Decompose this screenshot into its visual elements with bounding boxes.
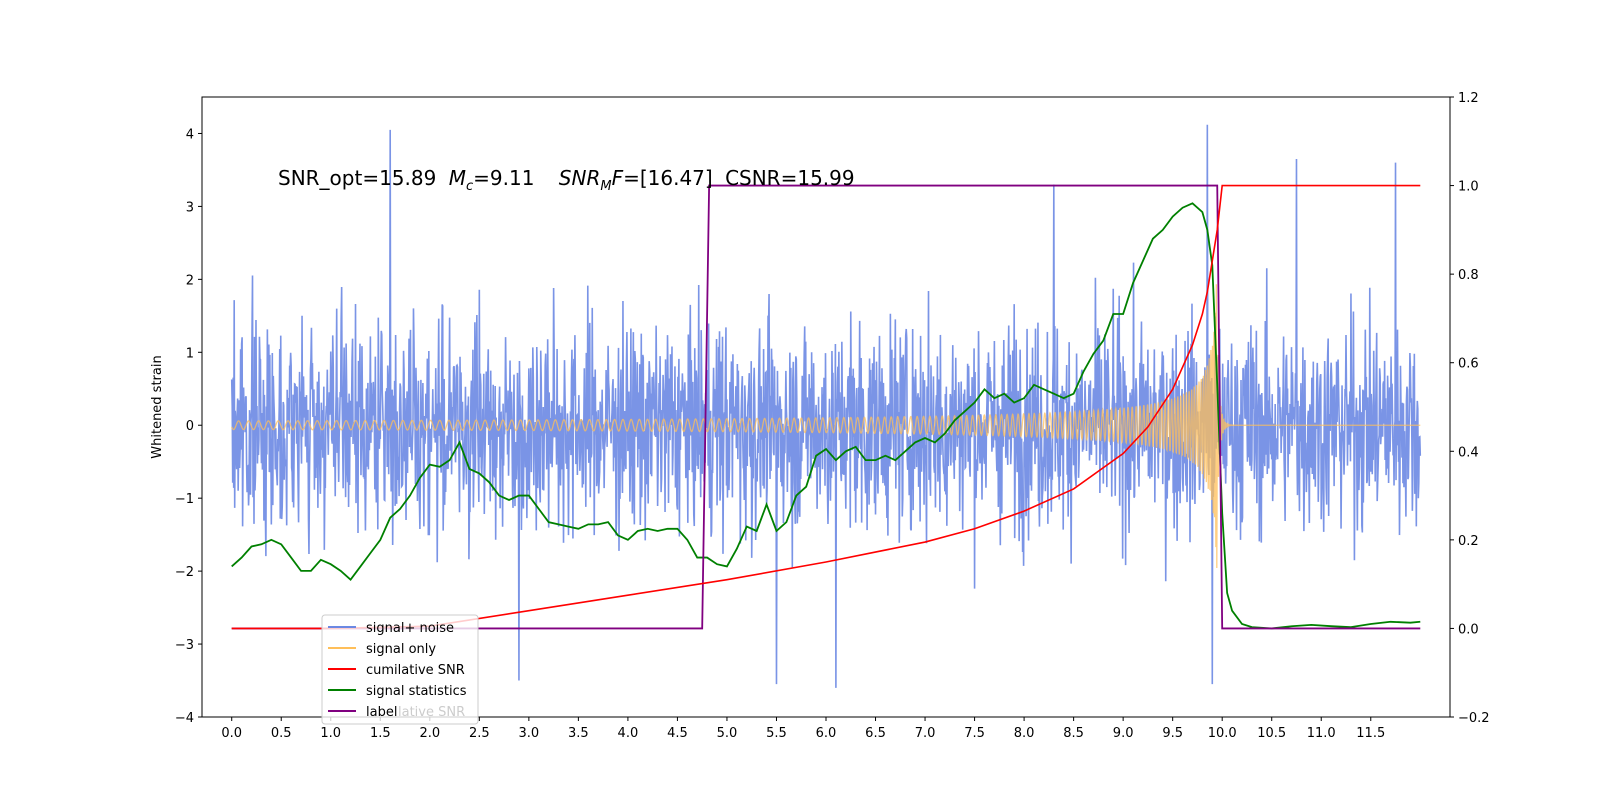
y-tick-label-4: 0 bbox=[186, 419, 194, 434]
x-tick-label-22: 11.0 bbox=[1307, 726, 1336, 741]
annotation-snrmf-subscript: M bbox=[600, 179, 611, 194]
x-tick-label-16: 8.0 bbox=[1014, 726, 1035, 741]
cumulative-snr-series bbox=[231, 184, 1421, 630]
x-tick-label-17: 8.5 bbox=[1063, 726, 1084, 741]
x-axis-ticks: 0.0 0.5 1.0 1.5 2.0 2.5 3.0 3.5 4.0 4.5 5.0 5.5 6.0 6… bbox=[221, 717, 1385, 741]
x-tick-label-23: 11.5 bbox=[1356, 726, 1385, 741]
legend-label-2: cumilative SNR bbox=[366, 663, 465, 678]
legend-label-0: signal+ noise bbox=[366, 621, 454, 636]
y-tick-label-7: −3 bbox=[175, 638, 194, 653]
label-series bbox=[231, 184, 1421, 630]
x-tick-label-14: 7.0 bbox=[915, 726, 936, 741]
x-tick-label-11: 5.5 bbox=[766, 726, 787, 741]
annotation-snrmf-symbol: SNR bbox=[559, 166, 601, 190]
x-tick-label-20: 10.0 bbox=[1208, 726, 1237, 741]
annotation-mc-subscript: c bbox=[466, 179, 473, 194]
x-tick-label-7: 3.5 bbox=[568, 726, 589, 741]
x-tick-label-21: 10.5 bbox=[1257, 726, 1286, 741]
y-tick-label-0: 4 bbox=[186, 127, 194, 142]
x-tick-label-6: 3.0 bbox=[519, 726, 540, 741]
y2-tick-label-3: 0.6 bbox=[1458, 357, 1479, 372]
signal-only-line bbox=[231, 284, 1421, 569]
y2-tick-label-5: 0.2 bbox=[1458, 534, 1479, 549]
label-line bbox=[231, 184, 1421, 630]
y2-tick-label-6: 0.0 bbox=[1458, 622, 1479, 637]
x-tick-label-8: 4.0 bbox=[618, 726, 639, 741]
x-tick-label-4: 2.0 bbox=[419, 726, 440, 741]
legend-label-4: label bbox=[366, 705, 397, 720]
annotation-mc-value: =9.11 bbox=[473, 166, 534, 190]
annotation-mc-symbol: M bbox=[449, 166, 466, 190]
signal-statistics-series bbox=[231, 202, 1421, 630]
annotation-csnr: CSNR=15.99 bbox=[725, 166, 855, 190]
annotation-snrmf-value: =[16.47] bbox=[623, 166, 713, 190]
x-tick-label-19: 9.5 bbox=[1162, 726, 1183, 741]
legend-ghost-text: lative SNR bbox=[398, 705, 465, 720]
y-axis-label: Whitened strain bbox=[150, 355, 165, 458]
legend-label-3: signal statistics bbox=[366, 684, 467, 699]
y-tick-label-6: −2 bbox=[175, 565, 194, 580]
y2-tick-label-0: 1.2 bbox=[1458, 91, 1479, 106]
x-tick-label-18: 9.0 bbox=[1113, 726, 1134, 741]
y-axis-ticks: 4 3 2 1 0 −1 −2 −3 −4 bbox=[175, 127, 202, 726]
chart-annotation: SNR_opt=15.89 Mc=9.11 SNRMF=[16.47] CSNR… bbox=[278, 166, 855, 194]
x-tick-label-13: 6.5 bbox=[865, 726, 886, 741]
x-tick-label-1: 0.5 bbox=[271, 726, 292, 741]
signal-only-series bbox=[231, 284, 1421, 569]
legend-box bbox=[321, 614, 479, 725]
legend: lative SNR signal+ noise signal only cumil… bbox=[321, 614, 479, 725]
y-tick-label-8: −4 bbox=[175, 711, 194, 726]
x-tick-label-2: 1.0 bbox=[320, 726, 341, 741]
y2-tick-label-7: −0.2 bbox=[1458, 711, 1490, 726]
y2-tick-label-2: 0.8 bbox=[1458, 268, 1479, 283]
legend-label-1: signal only bbox=[366, 642, 436, 657]
y-tick-label-5: −1 bbox=[175, 492, 194, 507]
x-tick-label-10: 5.0 bbox=[717, 726, 738, 741]
annotation-snr-opt: SNR_opt=15.89 bbox=[278, 166, 436, 190]
y2-axis-ticks: 1.2 1.0 0.8 0.6 0.4 0.2 0.0 −0.2 bbox=[1450, 91, 1490, 726]
cumulative-snr-line bbox=[231, 184, 1421, 630]
x-tick-label-5: 2.5 bbox=[469, 726, 490, 741]
signal-statistics-line bbox=[231, 202, 1421, 630]
x-tick-label-12: 6.0 bbox=[816, 726, 837, 741]
y-tick-label-2: 2 bbox=[186, 273, 194, 288]
x-tick-label-15: 7.5 bbox=[964, 726, 985, 741]
x-tick-label-0: 0.0 bbox=[221, 726, 242, 741]
y-tick-label-3: 1 bbox=[186, 346, 194, 361]
y2-tick-label-1: 1.0 bbox=[1458, 180, 1479, 195]
x-tick-label-3: 1.5 bbox=[370, 726, 391, 741]
y2-tick-label-4: 0.4 bbox=[1458, 445, 1479, 460]
x-tick-label-9: 4.5 bbox=[667, 726, 688, 741]
y-tick-label-1: 3 bbox=[186, 200, 194, 215]
plot-area bbox=[230, 124, 1422, 688]
annotation-snrmf-f: F bbox=[612, 166, 624, 190]
